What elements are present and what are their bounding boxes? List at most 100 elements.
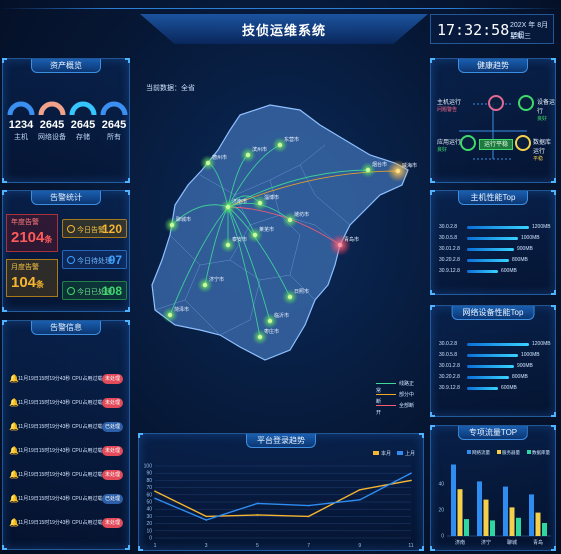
legend-item: 全部断开 [376,402,416,416]
perf-bar [467,365,514,368]
series-point [256,502,259,505]
city-label: 东营市 [284,136,299,143]
alarm-status-tag[interactable]: 已处理 [101,494,123,504]
asset-gauge[interactable]: 2645 所有 [99,95,129,142]
alarm-status-tag[interactable]: 已处理 [101,422,123,432]
asset-gauge[interactable]: 2645 存储 [68,95,98,142]
perf-row[interactable]: 30.20.2.8 800MB [439,374,551,382]
header-divider-line [0,8,561,9]
perf-row[interactable]: 30.0.5.8 1000MB [439,235,551,243]
health-trend-panel: 健康趋势 主机运行 问题警告 设备运行 良好 应用运行 良好 数据库运行 平稳 … [430,58,556,183]
city-marker[interactable] [202,282,208,288]
today-alarm-label: 今日告警 [77,227,105,234]
city-marker[interactable] [257,200,263,206]
alarm-status-tag[interactable]: 未处理 [101,518,123,528]
city-marker[interactable] [287,217,293,223]
city-label: 枣庄市 [264,328,279,335]
alarm-info-row[interactable]: 🔔11月19日15时19分43秒 CPU占用过载95%已处理 [9,421,123,434]
city-marker[interactable] [337,242,343,248]
pending-alarm-card[interactable]: 今日待处理 97 [62,250,127,269]
series-point [205,515,207,518]
month-alarm-label: 月度告警 [11,264,39,271]
city-label: 济南市 [232,198,247,205]
city-label: 威海市 [402,162,417,169]
series-point [359,488,361,491]
city-marker[interactable] [277,142,283,148]
x-tick-label: 9 [358,543,361,549]
device-status-label: 设备运行 [537,100,556,115]
city-marker[interactable] [252,232,258,238]
alarm-info-row[interactable]: 🔔11月19日15时19分43秒 CPU占用过载95%未处理 [9,469,123,482]
perf-row[interactable]: 30.9.12.8 600MB [439,385,551,393]
legend-swatch [527,450,531,454]
alarm-info-row[interactable]: 🔔11月19日15时19分43秒 CPU占用过载95%已处理 [9,493,123,506]
year-alarm-value: 2104 [11,229,45,246]
alarm-info-row[interactable]: 🔔11月19日15时19分43秒 CPU占用过载95%未处理 [9,373,123,386]
pending-alarm-value: 97 [108,253,122,267]
alarm-info-title: 告警信息 [31,321,101,335]
alarm-info-row[interactable]: 🔔11月19日15时19分43秒 CPU占用过载95%未处理 [9,445,123,458]
perf-row[interactable]: 30.0.5.8 1000MB [439,352,551,360]
login-trend-panel: 平台登录趋势 0 10 20 30 40 50 60 70 80 90 100 1 3 5 7 9 11 本月 上月 [138,433,424,551]
legend-label: 线路正常 [376,381,415,394]
perf-row[interactable]: 30.0.2.8 1200MB [439,341,551,349]
year-alarm-card[interactable]: 年度告警 2104条 [6,214,58,252]
done-alarm-label: 今日已处理 [77,289,112,296]
clock-time: 17:32:58 [437,21,510,39]
alarm-status-tag[interactable]: 未处理 [101,446,123,456]
city-marker[interactable] [267,318,273,324]
series-point [307,504,310,507]
flow-bar [529,494,534,536]
city-marker[interactable] [287,294,293,300]
device-icon [518,95,534,111]
flow-bar [509,507,515,536]
connection-line [227,170,399,208]
alarm-status-tag[interactable]: 未处理 [101,398,123,408]
done-alarm-card[interactable]: 今日已处理 108 [62,281,127,300]
asset-gauge[interactable]: 1234 主机 [6,95,36,142]
y-tick-label: 40 [146,507,152,513]
today-alarm-card[interactable]: 今日告警 120 [62,219,127,238]
perf-row[interactable]: 30.20.2.8 800MB [439,257,551,265]
city-marker[interactable] [257,334,263,340]
category-label: 济南 [455,539,465,546]
city-marker[interactable] [395,168,401,174]
city-marker[interactable] [205,160,211,166]
city-marker[interactable] [169,222,175,228]
month-alarm-unit: 条 [36,280,45,289]
legend-item: 部分中断 [376,391,416,405]
connection-line [227,169,369,208]
city-marker[interactable] [225,204,231,210]
x-tick-label: 1 [154,543,157,549]
bell-icon: 🔔 [9,422,19,431]
center-status-badge: 运行平稳 [479,139,514,150]
alarm-info-row[interactable]: 🔔11月19日15时19分43秒 CPU占用过载95%未处理 [9,517,123,530]
perf-row[interactable]: 30.9.12.8 600MB [439,268,551,276]
month-alarm-card[interactable]: 月度告警 104条 [6,259,58,297]
perf-bar [467,354,518,357]
series-point [410,472,412,474]
series-point [205,519,207,521]
city-marker[interactable] [365,167,371,173]
perf-bar [467,226,529,229]
city-marker[interactable] [225,242,231,248]
city-marker[interactable] [245,152,251,158]
perf-ip: 30.01.2.8 [439,246,460,252]
gauge-arc-icon [100,101,128,116]
today-alarm-value: 120 [101,222,122,236]
alarm-info-panel: 告警信息 🔔11月19日15时19分43秒 CPU占用过载95%未处理 🔔11月1… [2,320,130,550]
perf-row[interactable]: 30.01.2.8 900MB [439,246,551,254]
asset-gauge[interactable]: 2645 网络设备 [37,95,67,142]
alarm-info-row[interactable]: 🔔11月19日15时19分43秒 CPU占用过载95%未处理 [9,397,123,410]
alarm-status-tag[interactable]: 未处理 [101,374,123,384]
pending-alarm-label: 今日待处理 [77,258,112,265]
city-marker[interactable] [167,312,173,318]
perf-value: 1000MB [521,235,540,241]
alarm-status-tag[interactable]: 未处理 [101,470,123,480]
city-label: 泰安市 [232,236,247,243]
check-icon [67,287,75,295]
perf-row[interactable]: 30.01.2.8 900MB [439,363,551,371]
perf-row[interactable]: 30.0.2.8 1200MB [439,224,551,232]
